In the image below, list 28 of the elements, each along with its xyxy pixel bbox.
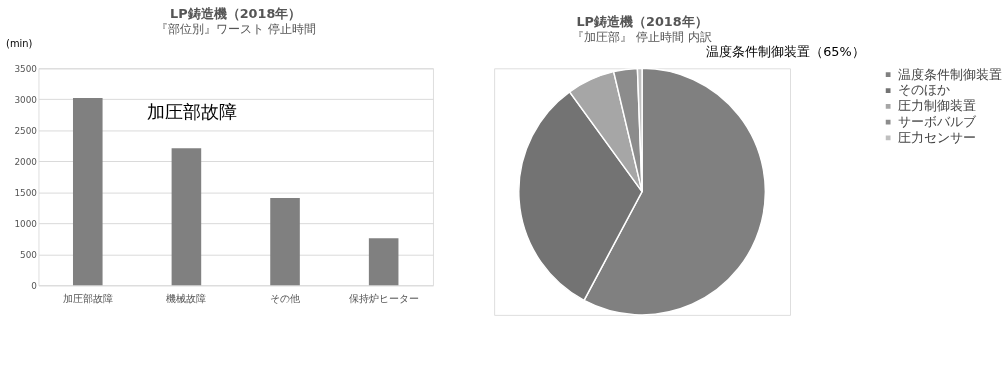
- x-tick-label: 加圧部故障: [62, 292, 113, 304]
- chart-subtitle: 『部位別』ワースト 停止時間: [155, 21, 316, 36]
- y-tick-label: 2000: [14, 156, 38, 167]
- chart-subtitle: 『加圧部』 停止時間 内訳: [572, 29, 712, 44]
- bar: [171, 148, 202, 286]
- legend-label: 圧力センサー: [898, 129, 977, 145]
- annotation: 加圧部故障: [146, 101, 237, 122]
- text: 温度条件制御装置（65%）: [706, 44, 865, 60]
- chart-title: LP鋳造機（2018年）: [170, 6, 302, 22]
- y-tick-label: 1500: [14, 187, 38, 198]
- legend-label: そのほか: [898, 82, 951, 98]
- legend-label: 温度条件制御装置: [898, 66, 1003, 82]
- bar: [72, 98, 103, 286]
- y-tick-label: 2500: [14, 125, 38, 136]
- legend-label: 圧力制御装置: [898, 98, 977, 114]
- x-tick-label: その他: [270, 292, 301, 304]
- y-tick-label: 500: [20, 249, 38, 260]
- legend-label: サーボバルブ: [898, 114, 978, 130]
- chart-title: LP鋳造機（2018年）: [576, 13, 708, 29]
- y-tick-label: 3500: [14, 63, 38, 74]
- bar: [270, 197, 300, 286]
- x-tick-label: 機械故障: [166, 292, 207, 304]
- y-axis-title: (min): [6, 38, 33, 50]
- y-tick-label: 0: [31, 280, 38, 291]
- bar: [368, 238, 399, 286]
- y-tick-label: 1000: [14, 218, 38, 229]
- x-tick-label: 保持炉ヒーター: [348, 292, 419, 304]
- y-tick-label: 3000: [14, 94, 38, 105]
